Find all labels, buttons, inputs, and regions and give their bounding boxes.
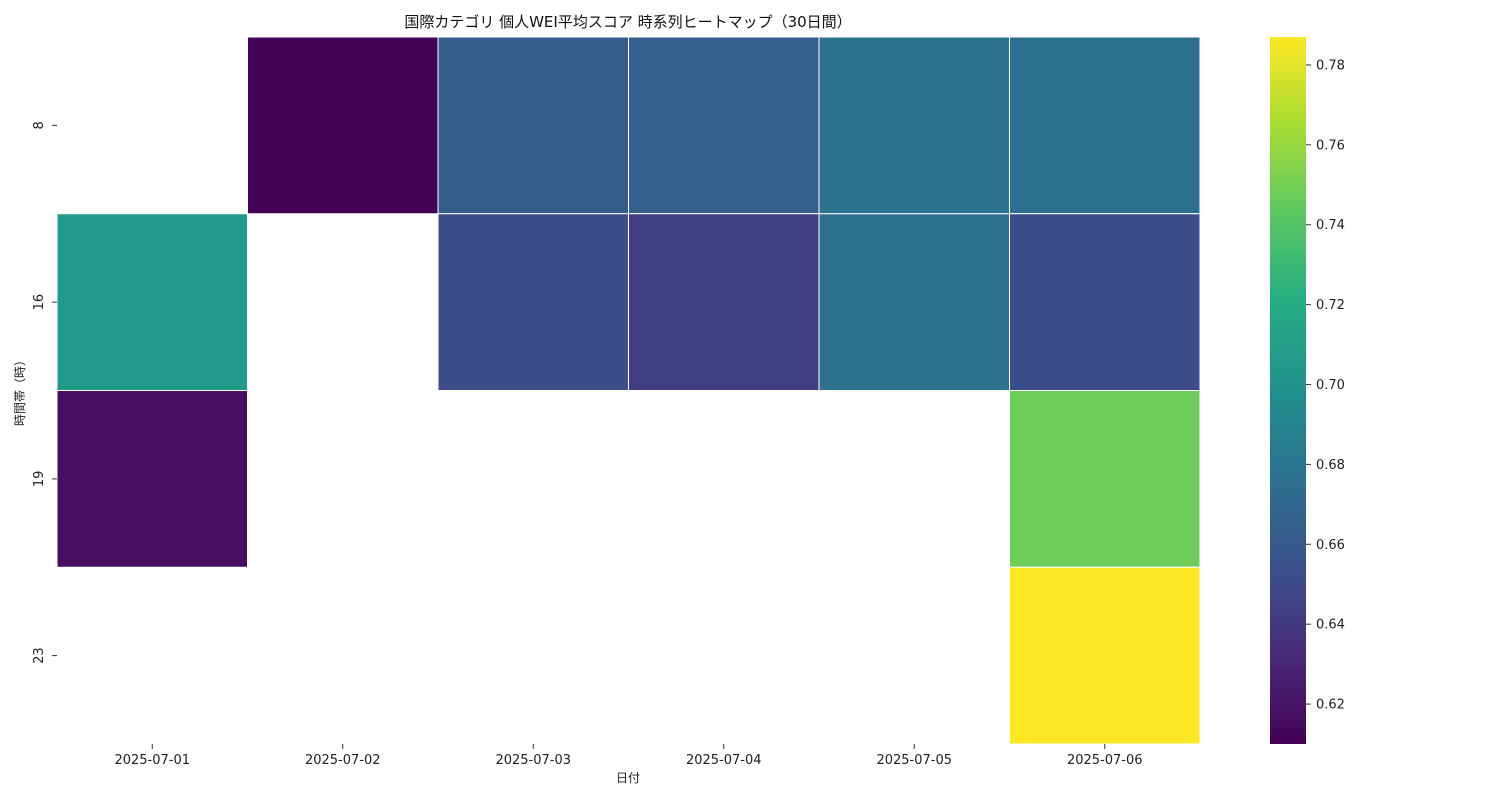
colorbar-tick-label: 0.78 [1316,58,1345,73]
x-axis-ticks: 2025-07-01 2025-07-02 2025-07-03 2025-07-04… [114,744,1143,768]
colorbar-tick-label: 0.74 [1316,218,1345,233]
colorbar-tick-label: 0.76 [1316,138,1345,153]
y-tick-label: 19 [32,471,47,488]
heatmap-cells [56,36,1201,745]
heatmap-cell [56,390,248,568]
colorbar [1270,37,1306,744]
heatmap-cell [628,213,820,391]
y-tick-label: 23 [32,647,47,664]
heatmap-cell [818,36,1010,215]
x-tick-label: 2025-07-02 [305,753,381,768]
x-tick-label: 2025-07-03 [495,753,571,768]
colorbar-tick-label: 0.72 [1316,298,1345,313]
x-tick-label: 2025-07-04 [686,753,762,768]
colorbar-tick-label: 0.70 [1316,378,1345,393]
x-tick-label: 2025-07-06 [1067,753,1143,768]
heatmap-cell [437,36,629,215]
heatmap-cell [1009,213,1201,391]
y-tick-label: 16 [32,294,47,311]
y-tick-label: 8 [32,121,47,129]
heatmap-cell [818,213,1010,391]
colorbar-tick-label: 0.66 [1316,538,1345,553]
x-axis-label: 日付 [616,771,640,785]
heatmap-cell [1009,390,1201,568]
heatmap-cell [1009,36,1201,215]
heatmap-cell [1009,566,1201,745]
colorbar-tick-label: 0.64 [1316,618,1345,633]
y-axis-label: 時間帯（時） [13,354,27,426]
heatmap-cell [56,213,248,391]
chart-title: 国際カテゴリ 個人WEI平均スコア 時系列ヒートマップ（30日間） [404,13,851,31]
heatmap-cell [247,36,439,215]
heatmap-cell [437,213,629,391]
colorbar-tick-label: 0.68 [1316,458,1345,473]
y-axis-ticks: 8 16 19 23 [32,121,57,664]
x-tick-label: 2025-07-05 [876,753,952,768]
x-tick-label: 2025-07-01 [114,753,190,768]
colorbar-tick-label: 0.62 [1316,698,1345,713]
colorbar-ticks: 0.62 0.64 0.66 0.68 0.70 0.72 0.74 0.76 0.78 [1306,58,1345,713]
heatmap-cell [628,36,820,215]
